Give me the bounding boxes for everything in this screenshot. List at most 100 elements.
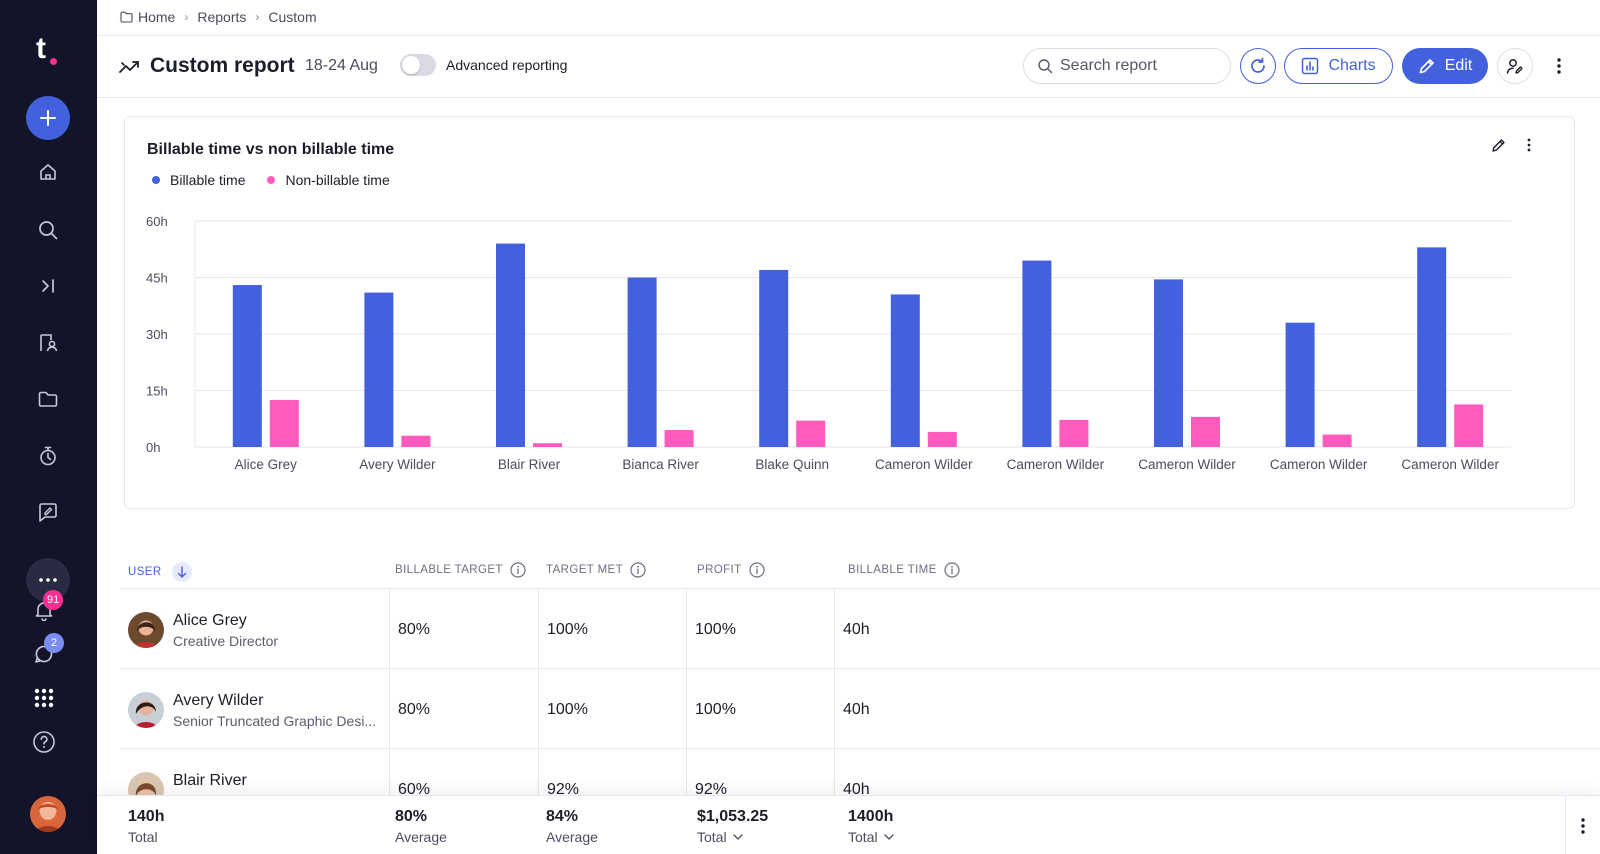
charts-button[interactable]: Charts xyxy=(1284,48,1393,84)
total-value: 80% xyxy=(395,808,428,825)
plus-icon xyxy=(40,110,56,126)
billable-target-cell: 80% xyxy=(398,621,431,638)
column-header-label: BILLABLE TARGET xyxy=(395,564,503,576)
sidebar-item-approvals[interactable] xyxy=(34,498,62,526)
user-role: Creative Director xyxy=(173,633,279,649)
billable-time-cell: 40h xyxy=(843,781,870,798)
non-billable-bar xyxy=(1191,416,1220,447)
breadcrumb-custom: Custom xyxy=(268,9,317,25)
non-billable-bar xyxy=(1059,419,1089,447)
y-tick-label: 0h xyxy=(146,440,160,455)
target-met-cell: 100% xyxy=(547,621,588,638)
sidebar-item-timesheets[interactable] xyxy=(34,442,62,470)
info-icon[interactable] xyxy=(748,562,765,578)
non-billable-bar xyxy=(664,430,694,447)
sidebar-item-expand[interactable] xyxy=(34,272,62,300)
messages-badge: 2 xyxy=(44,633,64,653)
notifications-badge: 91 xyxy=(43,590,64,610)
billable-bar xyxy=(496,243,525,447)
edit-button[interactable]: Edit xyxy=(1402,48,1488,84)
column-header-target-met[interactable]: TARGET MET xyxy=(546,562,646,578)
billable-bar xyxy=(1154,279,1183,447)
pencil-icon xyxy=(1492,139,1505,152)
search-input[interactable] xyxy=(1060,57,1220,75)
column-divider xyxy=(834,589,835,668)
sidebar-item-help[interactable] xyxy=(30,728,58,756)
column-divider xyxy=(389,589,390,668)
column-header-billable-target[interactable]: BILLABLE TARGET xyxy=(395,562,526,578)
billable-bar xyxy=(1417,247,1447,447)
avatar-face-icon xyxy=(135,620,157,648)
legend-item-non-billable[interactable]: Non-billable time xyxy=(267,172,390,188)
billable-bar xyxy=(232,285,262,447)
column-header-profit[interactable]: PROFIT xyxy=(697,562,765,578)
more-horizontal-icon xyxy=(39,578,57,582)
billable-bar xyxy=(364,292,394,447)
apps-grid-icon xyxy=(34,688,54,708)
legend-swatch xyxy=(152,176,160,184)
billable-bar xyxy=(890,294,920,447)
total-label-text: Average xyxy=(546,829,598,845)
column-header-user[interactable]: USER xyxy=(128,562,192,582)
chevron-down-icon xyxy=(883,834,894,840)
total-user-hours: 140h Total xyxy=(128,808,164,845)
more-options-button[interactable] xyxy=(1544,48,1574,84)
chevron-down-icon xyxy=(732,834,743,840)
total-aggregate-dropdown[interactable]: Total xyxy=(848,829,894,845)
info-icon[interactable] xyxy=(630,562,646,578)
x-tick-label: Bianca River xyxy=(622,457,699,472)
info-icon[interactable] xyxy=(944,562,960,578)
chart-edit-button[interactable] xyxy=(1487,133,1511,157)
current-user-avatar[interactable] xyxy=(30,796,66,832)
sidebar-item-search[interactable] xyxy=(34,216,62,244)
sidebar-item-apps[interactable] xyxy=(30,684,58,712)
info-icon[interactable] xyxy=(510,562,526,578)
non-billable-bar xyxy=(1322,434,1352,447)
report-header: Custom report 18-24 Aug Advanced reporti… xyxy=(97,36,1600,98)
refresh-button[interactable] xyxy=(1240,48,1276,84)
chart-more-button[interactable] xyxy=(1517,133,1541,157)
target-met-cell: 92% xyxy=(547,781,580,798)
user-name[interactable]: Blair River xyxy=(173,772,247,789)
user-name[interactable]: Alice Grey xyxy=(173,612,247,629)
table-row[interactable]: Alice Grey Creative Director 80% 100% 10… xyxy=(120,589,1600,669)
non-billable-bar xyxy=(269,399,299,447)
sidebar-item-projects[interactable] xyxy=(34,385,62,413)
total-label: Total xyxy=(128,829,164,845)
billable-time-cell: 40h xyxy=(843,621,870,638)
total-label-text: Average xyxy=(395,829,447,845)
column-divider xyxy=(834,749,835,828)
sidebar-item-home[interactable] xyxy=(34,158,62,186)
total-value: 140h xyxy=(128,808,165,825)
app-logo[interactable]: t xyxy=(36,32,66,68)
breadcrumb-home[interactable]: Home xyxy=(138,9,176,25)
column-divider xyxy=(538,669,539,748)
billable-bar xyxy=(759,269,789,447)
date-range[interactable]: 18-24 Aug xyxy=(305,57,378,74)
total-aggregate-dropdown[interactable]: Total xyxy=(697,829,768,845)
y-tick-label: 60h xyxy=(146,214,168,229)
search-icon xyxy=(1038,59,1053,74)
total-target-met: 84% Average xyxy=(546,808,598,845)
sort-button[interactable] xyxy=(171,562,192,582)
column-divider xyxy=(686,669,687,748)
column-divider xyxy=(389,669,390,748)
legend-label: Non-billable time xyxy=(285,172,390,188)
legend-item-billable[interactable]: Billable time xyxy=(152,172,245,188)
total-label: Average xyxy=(395,829,447,845)
sidebar-item-people[interactable] xyxy=(34,329,62,357)
advanced-reporting-toggle[interactable] xyxy=(400,54,436,76)
user-name[interactable]: Avery Wilder xyxy=(173,692,264,709)
share-access-button[interactable] xyxy=(1497,48,1533,84)
divider xyxy=(97,35,1600,36)
chevron-right-icon: › xyxy=(184,10,189,24)
table-row[interactable]: Avery Wilder Senior Truncated Graphic De… xyxy=(120,669,1600,749)
totals-more-button[interactable] xyxy=(1565,796,1600,854)
legend-label: Billable time xyxy=(170,172,246,188)
x-tick-label: Cameron Wilder xyxy=(1270,457,1368,472)
add-button[interactable] xyxy=(26,96,70,140)
search-box[interactable] xyxy=(1023,48,1231,84)
column-header-billable-time[interactable]: BILLABLE TIME xyxy=(848,562,960,578)
breadcrumb-reports[interactable]: Reports xyxy=(197,9,247,25)
